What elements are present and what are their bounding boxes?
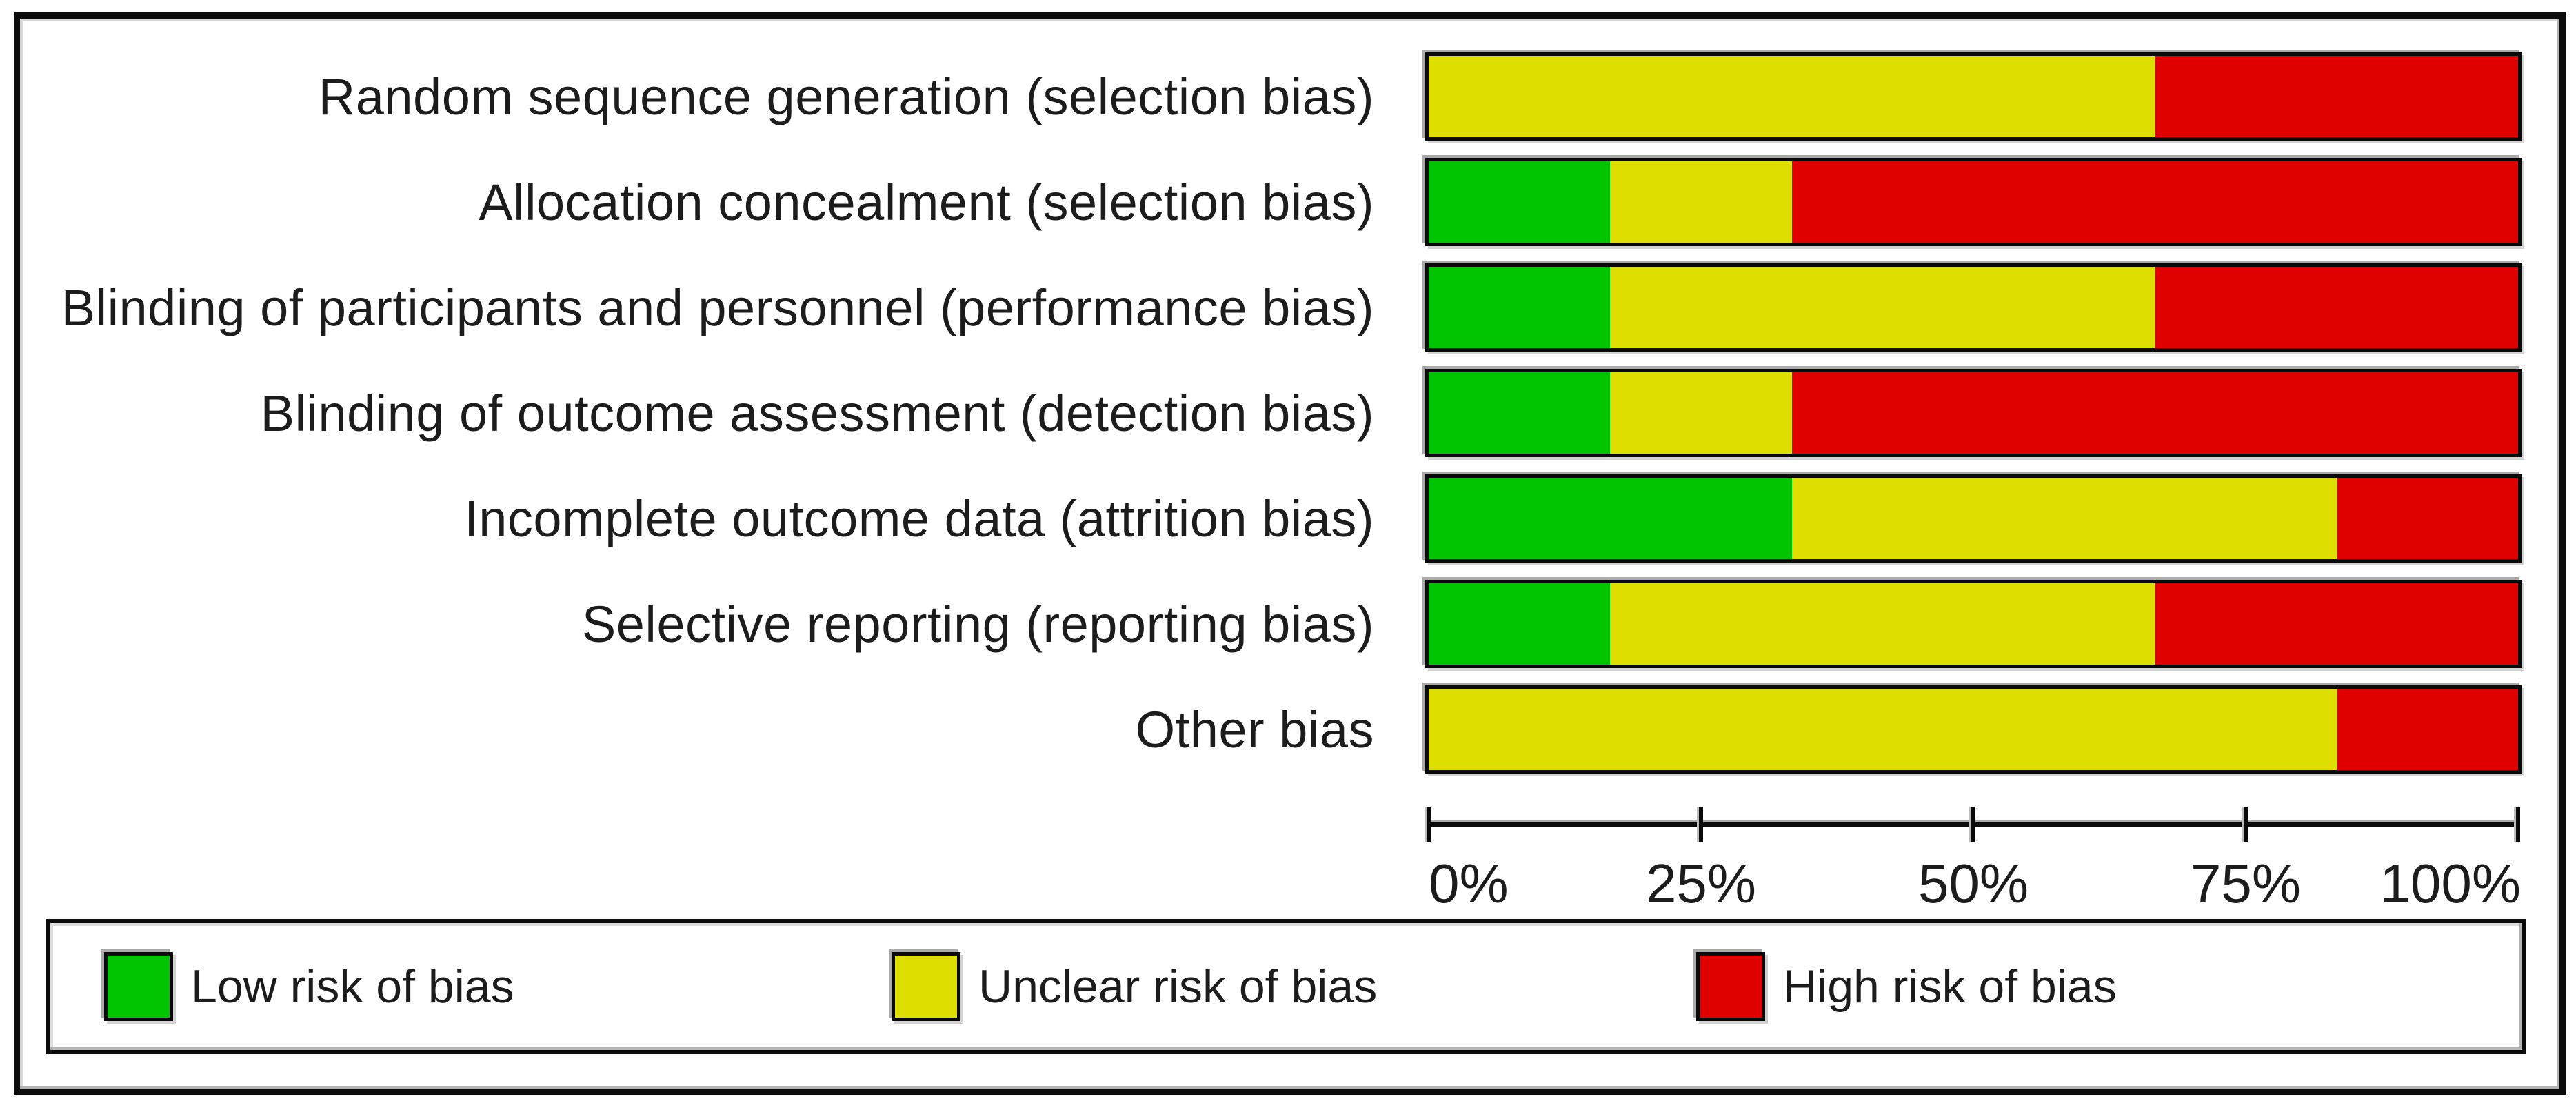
axis-tick-label-0: 0% (1429, 853, 1509, 914)
axis-tick-50 (1971, 807, 1975, 842)
bar-label-incomplete-outcome-data-attrition-bias-: Incomplete outcome data (attrition bias) (464, 489, 1374, 547)
bar-label-allocation-concealment-selection-bias-: Allocation concealment (selection bias) (479, 173, 1374, 231)
legend-label-high-risk-of-bias: High risk of bias (1783, 960, 2117, 1013)
bar-segment-unclear-risk-of-bias (1791, 478, 2337, 559)
legend-label-unclear-risk-of-bias: Unclear risk of bias (978, 960, 1378, 1013)
bar-segment-high-risk-of-bias (2155, 56, 2518, 137)
bar-segment-high-risk-of-bias (2336, 478, 2518, 559)
legend-swatch-low-risk-of-bias (104, 952, 173, 1021)
stacked-bar-blinding-of-outcome-assessment-detection-bias- (1425, 369, 2522, 457)
bar-label-blinding-of-outcome-assessment-detection-bias-: Blinding of outcome assessment (detectio… (260, 384, 1374, 442)
bar-segment-low-risk-of-bias (1429, 161, 1611, 243)
bar-label-selective-reporting-reporting-bias-: Selective reporting (reporting bias) (581, 595, 1374, 653)
legend-item-high-risk-of-bias: High risk of bias (1696, 923, 2117, 1050)
bar-segment-low-risk-of-bias (1429, 583, 1611, 665)
bar-label-other-bias: Other bias (1135, 700, 1374, 758)
bar-label-blinding-of-participants-and-personnel-performance-bias-: Blinding of participants and personnel (… (61, 279, 1374, 336)
bar-segment-low-risk-of-bias (1429, 372, 1611, 454)
stacked-bar-random-sequence-generation-selection-bias- (1425, 52, 2522, 141)
legend-swatch-unclear-risk-of-bias (892, 952, 960, 1021)
bar-segment-high-risk-of-bias (2155, 267, 2518, 348)
bar-segment-unclear-risk-of-bias (1610, 267, 2155, 348)
stacked-bar-incomplete-outcome-data-attrition-bias- (1425, 474, 2522, 563)
legend-label-low-risk-of-bias: Low risk of bias (191, 960, 514, 1013)
legend-item-low-risk-of-bias: Low risk of bias (104, 923, 514, 1050)
bar-segment-high-risk-of-bias (1791, 372, 2518, 454)
stacked-bar-blinding-of-participants-and-personnel-performance-bias- (1425, 263, 2522, 352)
legend-item-unclear-risk-of-bias: Unclear risk of bias (892, 923, 1377, 1050)
bar-segment-unclear-risk-of-bias (1429, 689, 2337, 770)
axis-tick-label-50: 50% (1918, 853, 2029, 914)
bar-segment-low-risk-of-bias (1429, 478, 1792, 559)
axis-tick-label-25: 25% (1645, 853, 1757, 914)
legend-box: Low risk of bias Unclear risk of bias High… (46, 919, 2526, 1054)
stacked-bar-allocation-concealment-selection-bias- (1425, 158, 2522, 246)
axis-tick-label-75: 75% (2190, 853, 2302, 914)
bar-segment-high-risk-of-bias (1791, 161, 2518, 243)
axis-tick-25 (1699, 807, 1703, 842)
bar-label-random-sequence-generation-selection-bias-: Random sequence generation (selection bi… (318, 68, 1374, 125)
legend-swatch-high-risk-of-bias (1696, 952, 1765, 1021)
bar-segment-unclear-risk-of-bias (1429, 56, 2155, 137)
bar-segment-high-risk-of-bias (2336, 689, 2518, 770)
bar-segment-high-risk-of-bias (2155, 583, 2518, 665)
bar-segment-low-risk-of-bias (1429, 267, 1611, 348)
bar-segment-unclear-risk-of-bias (1610, 583, 2155, 665)
axis-tick-label-100: 100% (2379, 853, 2521, 914)
axis-tick-100 (2516, 807, 2520, 842)
axis-tick-0 (1427, 807, 1431, 842)
bar-segment-unclear-risk-of-bias (1610, 372, 1792, 454)
axis-tick-75 (2244, 807, 2248, 842)
stacked-bar-other-bias (1425, 685, 2522, 774)
bar-segment-unclear-risk-of-bias (1610, 161, 1792, 243)
stacked-bar-selective-reporting-reporting-bias- (1425, 580, 2522, 668)
